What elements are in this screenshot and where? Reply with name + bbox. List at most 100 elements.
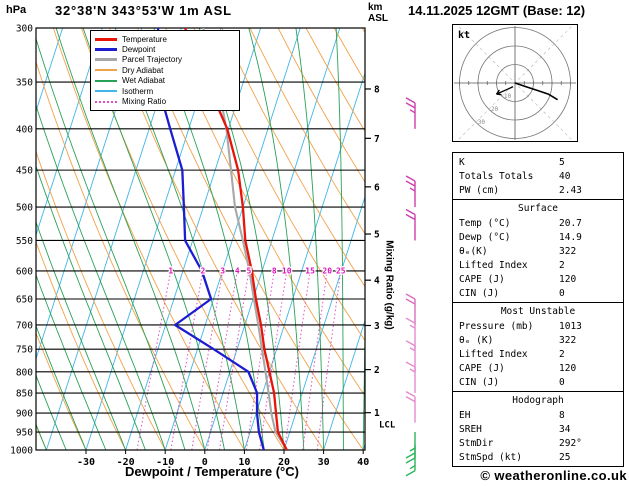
hodograph-ring xyxy=(459,27,571,139)
legend-item-label: Isotherm xyxy=(122,86,154,96)
table-row-label: EH xyxy=(459,409,471,421)
table-row: θₑ(K) 322 xyxy=(453,244,623,258)
table-row: CAPE (J) 120 xyxy=(453,272,623,286)
table-row-value: 40 xyxy=(559,170,571,182)
table-row-value: 5 xyxy=(559,156,565,168)
legend: Temperature Dewpoint Parcel Trajectory Dry … xyxy=(90,30,240,111)
table-row-label: CIN (J) xyxy=(459,376,500,388)
storm-motion-arrow xyxy=(495,86,514,96)
dewpoint-curve xyxy=(155,28,265,450)
table-row-label: CIN (J) xyxy=(459,287,500,299)
table-row-label: Lifted Index xyxy=(459,348,528,360)
svg-text:4: 4 xyxy=(235,266,240,275)
table-row-value: 8 xyxy=(559,409,565,421)
table-row: θₑ (K) 322 xyxy=(453,333,623,347)
temperature-ticks: -30 -20 -10 0 10 20 30 40 xyxy=(77,450,369,468)
table-row-value: 20.7 xyxy=(559,217,582,229)
table-row-value: 0 xyxy=(559,376,565,388)
mixing-ratio-labels: 1 2 3 4 5 8 10 15 20 25 xyxy=(167,265,347,277)
legend-item: Wet Adiabat xyxy=(95,76,235,86)
table-row-label: θₑ(K) xyxy=(459,245,488,257)
table-row-value: 2 xyxy=(559,348,565,360)
legend-item-label: Dewpoint xyxy=(122,45,156,55)
copyright: © weatheronline.co.uk xyxy=(480,468,627,483)
table-row-value: 14.9 xyxy=(559,231,582,243)
mixing-ratio-axis-label: Mixing Ratio (g/kg) xyxy=(383,240,395,330)
legend-line-sample xyxy=(95,58,117,62)
table-row-value: 1013 xyxy=(559,320,582,332)
legend-item-label: Dry Adiabat xyxy=(122,65,164,75)
hodograph-ring xyxy=(477,45,553,121)
svg-text:400: 400 xyxy=(16,124,33,135)
table-section-title: Most Unstable xyxy=(500,306,576,317)
temperature-curve xyxy=(183,28,288,450)
run-datetime: 14.11.2025 12GMT (Base: 12) xyxy=(408,3,586,18)
table-row-label: StmDir xyxy=(459,437,494,449)
legend-item-label: Wet Adiabat xyxy=(122,76,165,86)
table-row: CIN (J) 0 xyxy=(453,375,623,389)
svg-text:3: 3 xyxy=(374,321,380,332)
svg-text:7: 7 xyxy=(374,134,380,145)
svg-text:550: 550 xyxy=(16,236,33,247)
svg-text:10: 10 xyxy=(504,93,512,100)
legend-item: Parcel Trajectory xyxy=(95,55,235,65)
table-row: CAPE (J) 120 xyxy=(453,361,623,375)
table-row-label: SREH xyxy=(459,423,482,435)
plot-frame xyxy=(35,27,366,451)
legend-item-label: Parcel Trajectory xyxy=(122,55,183,65)
legend-item-label: Mixing Ratio xyxy=(122,97,167,107)
table-row-label: Temp (°C) xyxy=(459,217,511,229)
svg-text:800: 800 xyxy=(16,367,33,378)
svg-text:10: 10 xyxy=(238,457,250,468)
legend-item-label: Temperature xyxy=(122,34,167,44)
svg-text:300: 300 xyxy=(16,24,33,35)
svg-text:700: 700 xyxy=(16,320,33,331)
pressure-axis-unit: hPa xyxy=(6,4,27,16)
table-row: Totals Totals 40 xyxy=(453,169,623,183)
parcel-trajectory-curve xyxy=(202,28,288,450)
table-section: K 5 Totals Totals 40 PW (cm) 2.43 xyxy=(453,153,623,199)
legend-item: Temperature xyxy=(95,34,235,44)
km-axis-label-asl: ASL xyxy=(368,13,388,24)
table-row-value: 120 xyxy=(559,273,577,285)
svg-text:500: 500 xyxy=(16,203,33,214)
table-row: Temp (°C) 20.7 xyxy=(453,216,623,230)
svg-text:8: 8 xyxy=(272,266,277,275)
table-row: Lifted Index 2 xyxy=(453,258,623,272)
svg-text:1: 1 xyxy=(168,266,173,275)
table-row-label: CAPE (J) xyxy=(459,362,505,374)
legend-line-sample xyxy=(95,48,117,52)
lcl-label: LCL xyxy=(379,421,396,431)
table-row-label: StmSpd (kt) xyxy=(459,451,522,463)
svg-text:-30: -30 xyxy=(77,457,95,468)
svg-text:2: 2 xyxy=(374,365,380,376)
wind-barbs xyxy=(405,97,416,477)
svg-text:3: 3 xyxy=(220,266,225,275)
svg-text:20: 20 xyxy=(278,457,290,468)
table-row: Pressure (mb) 1013 xyxy=(453,319,623,333)
svg-text:30: 30 xyxy=(318,457,330,468)
legend-line-sample xyxy=(95,100,117,103)
legend-line-sample xyxy=(95,37,117,41)
legend-line-sample xyxy=(95,69,117,72)
svg-text:0: 0 xyxy=(202,457,208,468)
table-row-value: 34 xyxy=(559,423,571,435)
table-row: StmSpd (kt) 25 xyxy=(453,450,623,464)
legend-line-sample xyxy=(95,79,117,82)
km-ticks: 1 2 3 4 5 6 7 8 xyxy=(365,84,380,419)
table-row-label: PW (cm) xyxy=(459,184,500,196)
indices-table: K 5 Totals Totals 40 PW (cm) 2.43 Surface Temp … xyxy=(452,152,624,467)
svg-text:750: 750 xyxy=(16,345,33,356)
svg-text:6: 6 xyxy=(374,182,380,193)
legend-item: Isotherm xyxy=(95,86,235,96)
legend-line-sample xyxy=(95,90,117,93)
table-row-value: 322 xyxy=(559,245,577,257)
svg-text:15: 15 xyxy=(305,266,315,275)
table-row-label: K xyxy=(459,156,465,168)
svg-text:4: 4 xyxy=(374,276,380,287)
wind-barb xyxy=(405,361,416,394)
svg-text:350: 350 xyxy=(16,78,33,89)
table-row-label: Totals Totals xyxy=(459,170,534,182)
svg-text:20: 20 xyxy=(322,266,332,275)
